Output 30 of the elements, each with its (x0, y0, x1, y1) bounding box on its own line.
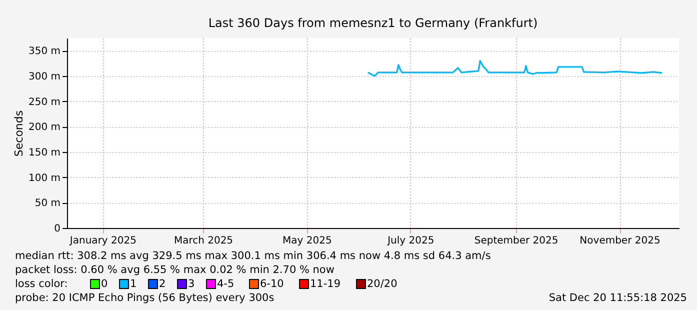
x-tick-label: May 2025 (282, 236, 332, 246)
legend-label: 11-19 (310, 278, 341, 290)
chart-title: Last 360 Days from memesnz1 to Germany (Frankfurt) (208, 16, 538, 30)
x-tick-label: January 2025 (68, 236, 136, 246)
text: packet loss: 0.60 % avg 6.55 % max 0.02 % min 2.70 % now (15, 264, 335, 276)
legend-label: 20/20 (367, 278, 398, 290)
text: probe: 20 ICMP Echo Pings (56 Bytes) every 300s (15, 292, 274, 304)
line-series (367, 60, 663, 77)
x-tick-label: March 2025 (174, 236, 234, 246)
legend-title: loss color: (15, 278, 68, 290)
y-tick-label: 300 m (28, 72, 60, 82)
x-tick-label: July 2025 (386, 236, 434, 246)
y-tick-label: 50 m (34, 198, 60, 210)
y-axis-title: Seconds (12, 110, 26, 157)
legend-label: 6-10 (260, 278, 284, 290)
y-tick-label: 350 m (28, 46, 60, 58)
y-tick-label: 100 m (28, 172, 60, 184)
x-tick-label: September 2025 (474, 236, 558, 246)
y-tick-label: 250 m (28, 96, 60, 108)
text: median rtt: 308.2 ms avg 329.5 ms max 300.1 ms min 306.4 ms now 4.8 ms sd 64.3 am/s (15, 250, 491, 262)
text: Sat Dec 20 11:55:18 2025 (548, 292, 687, 304)
legend-label: 1 (130, 278, 137, 290)
x-tick-label: November 2025 (580, 236, 660, 246)
y-tick-label: 150 m (28, 148, 60, 158)
y-tick-label: 200 m (28, 122, 60, 134)
legend-label: 0 (101, 278, 108, 290)
legend-label: 4-5 (217, 278, 234, 290)
legend-label: 2 (159, 278, 166, 290)
legend-label: 3 (188, 278, 195, 290)
y-tick-label: 0 (54, 224, 60, 234)
